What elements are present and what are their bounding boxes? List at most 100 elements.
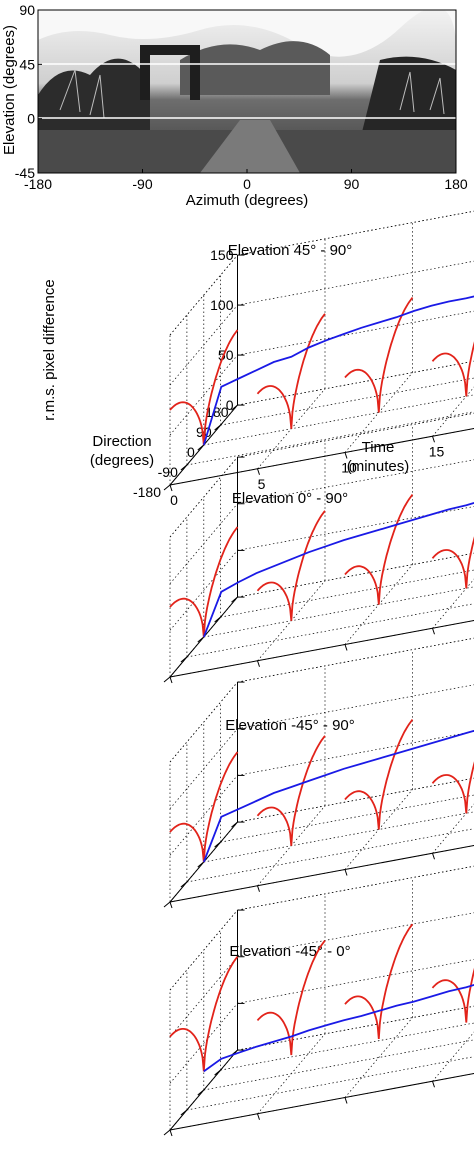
box-edge: [169, 254, 238, 336]
box-edge: [169, 681, 238, 763]
time-tick-mark: [257, 660, 260, 667]
direction-tick-mark: [231, 821, 238, 828]
panorama-ytick-label: 90: [19, 2, 35, 18]
direction-tick-mark: [163, 676, 171, 683]
grid-line: [237, 777, 474, 823]
grid-line: [237, 360, 474, 406]
grid-line: [220, 1022, 474, 1071]
direction-tick-mark: [163, 1129, 171, 1136]
panorama-xtick-label: -90: [132, 176, 152, 192]
grid-line: [169, 354, 238, 436]
time-tick-mark: [344, 452, 348, 459]
direction-tick-mark: [231, 404, 238, 411]
grid-line: [169, 550, 238, 631]
direction-tick-mark: [197, 861, 205, 868]
grid-line: [237, 360, 474, 406]
panorama-ylabel: Elevation (degrees): [1, 25, 18, 155]
panorama-xlabel: Azimuth (degrees): [186, 192, 309, 209]
sweep-curve-3: [344, 719, 414, 830]
sweep-curve-4: [431, 967, 474, 1023]
grid-line: [237, 552, 474, 598]
time-tick-mark: [169, 901, 173, 909]
box-edge: [169, 909, 238, 991]
time-tick-mark: [344, 1097, 348, 1104]
sweep-curve-4: [431, 761, 474, 814]
panorama-xtick-label: -180: [24, 176, 52, 192]
grid-line: [237, 310, 474, 356]
sweep-curve-2: [256, 510, 326, 621]
surface-plots: Elevation 45° - 90°150100500180900-90-18…: [41, 210, 474, 1137]
z-axis-label: r.m.s. pixel difference: [41, 279, 58, 420]
direction-tick-mark: [180, 1109, 188, 1116]
direction-tick-mark: [180, 464, 188, 471]
panorama-ytick-label: 45: [19, 56, 35, 72]
direction-label-units: (degrees): [90, 452, 154, 469]
time-tick-mark: [432, 853, 435, 860]
surface-plot-2: Elevation 0° - 90°: [163, 412, 474, 684]
time-label-units: (minutes): [347, 458, 410, 475]
sweep-curve-3: [344, 494, 414, 605]
time-tick-mark: [344, 644, 348, 651]
direction-tick-label: 180: [205, 404, 229, 420]
surface-plot-4: Elevation -45° - 0°: [163, 865, 474, 1137]
direction-tick-mark: [214, 424, 221, 431]
panorama-image: [38, 10, 456, 173]
time-tick-mark: [257, 468, 260, 475]
direction-tick-mark: [214, 616, 221, 623]
sweep-curve-2: [256, 313, 326, 429]
direction-tick-mark: [197, 1089, 205, 1096]
plot-title: Elevation 0° - 90°: [232, 490, 348, 507]
panorama-ticks: -180 -90 0 90 180 90 45 0 -45: [15, 2, 468, 192]
time-tick-mark: [344, 869, 348, 876]
z-tick-label: 100: [210, 297, 234, 313]
time-tick-mark: [257, 1113, 260, 1120]
plot-title: Elevation -45° - 0°: [229, 943, 350, 960]
surface-plot-3: Elevation -45° - 90°: [163, 637, 474, 909]
direction-tick-mark: [180, 656, 188, 663]
time-tick-label: 5: [258, 476, 266, 492]
time-tick-mark: [432, 1081, 435, 1088]
direction-tick-mark: [163, 901, 171, 908]
grid-line: [237, 777, 474, 823]
z-tick-label: 0: [226, 397, 234, 413]
direction-tick-label: -180: [133, 484, 161, 500]
box-edge: [237, 865, 474, 911]
sweep-curve-3: [344, 297, 414, 413]
panorama-xtick-label: 90: [344, 176, 360, 192]
grid-line: [169, 775, 238, 856]
surface-plot-1: Elevation 45° - 90°150100500180900-90-18…: [41, 210, 474, 508]
panorama-xtick-label: 180: [444, 176, 468, 192]
grid-line: [432, 1031, 474, 1082]
time-tick-label: 15: [429, 443, 445, 459]
time-trace: [203, 983, 474, 1073]
direction-tick-mark: [197, 444, 205, 451]
box-edge: [169, 456, 238, 538]
direction-tick-mark: [214, 1069, 221, 1076]
grid-line: [220, 569, 474, 618]
panorama-ytick-label: -45: [15, 165, 35, 181]
sweep-curve-4: [431, 341, 474, 397]
time-tick-mark: [169, 676, 173, 684]
direction-tick-label: 0: [187, 444, 195, 460]
grid-line: [237, 552, 474, 598]
grid-line: [220, 794, 474, 843]
direction-tick-mark: [231, 596, 238, 603]
time-tick-mark: [169, 1129, 173, 1137]
direction-tick-mark: [180, 881, 188, 888]
time-trace: [202, 295, 474, 446]
time-tick-mark: [169, 484, 173, 492]
time-tick-label: 10: [341, 460, 357, 476]
time-tick-label: 0: [170, 492, 178, 508]
direction-tick-label: -90: [158, 464, 178, 480]
time-tick-mark: [257, 885, 260, 892]
direction-label: Direction: [92, 433, 151, 450]
grid-line: [169, 1003, 238, 1084]
plot-title: Elevation 45° - 90°: [228, 242, 353, 259]
sweep-curve-2: [256, 939, 326, 1056]
panorama-xtick-label: 0: [243, 176, 251, 192]
time-trace: [202, 729, 474, 863]
sweep-curve-4: [431, 536, 474, 589]
plot-title: Elevation -45° - 90°: [225, 717, 355, 734]
